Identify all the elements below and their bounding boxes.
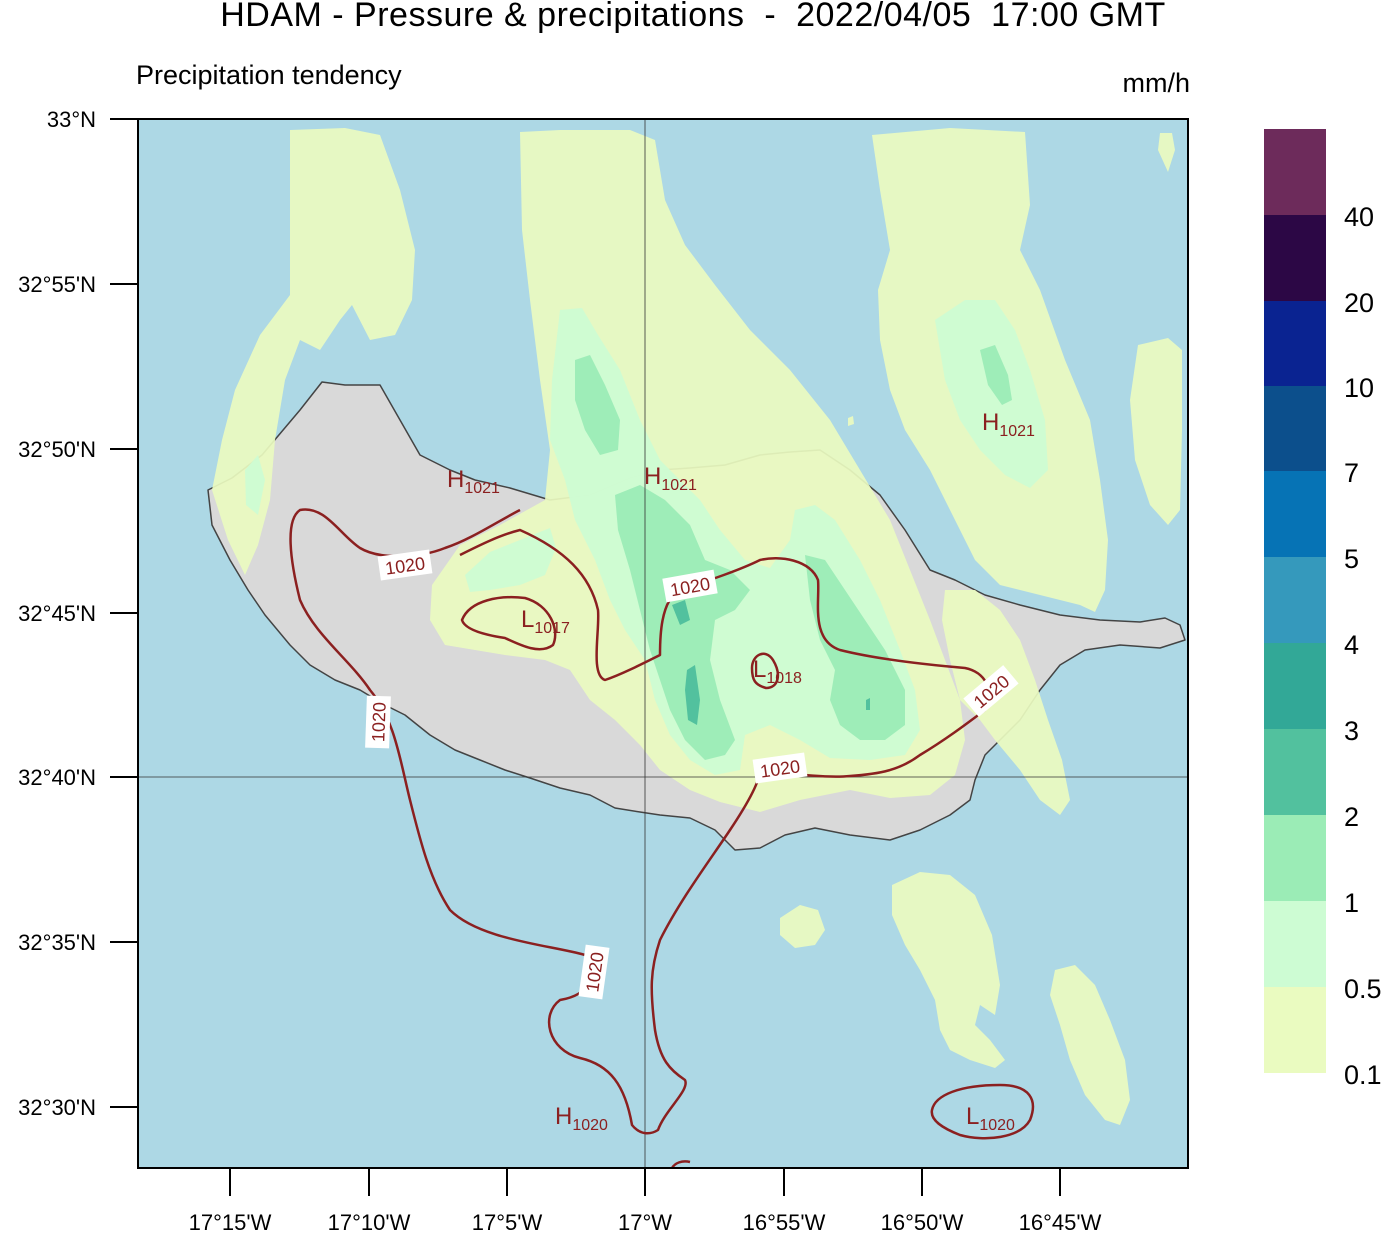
pressure-center-low-1018: L1018 [753,656,802,687]
colorbar-swatch [1264,987,1326,1073]
pressure-center-high-center: H1021 [644,463,697,494]
isobar-label-south-center: 1020 [752,752,808,784]
pressure-center-low-1017: L1017 [521,606,570,637]
colorbar-label: 4 [1344,630,1359,660]
lon-tick-label: 17°W [618,1210,672,1234]
colorbar-swatch [1264,901,1326,987]
colorbar-swatch [1264,129,1326,215]
lon-axis: 17°15'W 17°10'W 17°5'W 17°W 16°55'W 16°5… [189,1168,1102,1234]
lat-tick-label: 32°55'N [18,272,96,297]
precip-half-central [550,308,920,775]
colorbar-swatch [1264,386,1326,471]
colorbar-label: 2 [1344,802,1359,832]
precip-one-north [575,355,620,455]
precip-two-cell-c [866,698,870,710]
precip-light-speck-ne [1158,133,1175,172]
lat-tick-label: 32°40'N [18,765,96,790]
precip-light-south-blob-b [892,872,1005,1068]
colorbar-swatch [1264,643,1326,729]
map-subtitle: Precipitation tendency [136,60,402,90]
colorbar-swatch [1264,301,1326,386]
lat-tick-label: 32°45'N [18,601,96,626]
precip-light-east-strip [1130,338,1182,525]
isobar-low-1017 [460,596,557,651]
lat-tick-label: 32°30'N [18,1095,96,1120]
lon-tick-label: 16°45'W [1019,1210,1102,1234]
precip-one-north-east [980,345,1012,405]
lat-tick-label: 32°50'N [18,437,96,462]
precip-half-west-pocket [465,528,556,592]
units-label: mm/h [1122,68,1191,98]
colorbar-swatch [1264,557,1326,643]
precip-light-south-blob-a [780,905,825,948]
isobar-label-south-west: 1020 [365,695,391,749]
precip-half-areas [245,300,1048,775]
colorbar-swatch [1264,815,1326,901]
colorbar-swatch [1264,215,1326,301]
isobar-1020-center [459,528,991,778]
isobar-1020-bottom-fragment [670,1160,691,1168]
precip-one-east [805,555,905,740]
precip-two-areas [672,600,870,725]
isobar-low-1020-south [930,1083,1035,1140]
isobar-low-1018 [750,652,780,690]
colorbar-label: 10 [1344,373,1374,403]
lon-tick-label: 16°50'W [881,1210,964,1234]
pressure-center-high-north-east: H1021 [982,409,1035,440]
colorbar-label: 5 [1344,544,1359,574]
pressure-center-low-south: L1020 [966,1103,1015,1134]
lat-axis: 33°N 32°55'N 32°50'N 32°45'N 32°40'N 32°… [18,107,138,1120]
lat-tick-label: 32°35'N [18,930,96,955]
isobar-label-west: 1020 [377,549,433,581]
lon-tick-label: 17°5'W [472,1210,543,1234]
colorbar-label: 3 [1344,716,1359,746]
colorbar-label: 0.5 [1344,974,1382,1004]
map-title: HDAM - Pressure & precipitations - 2022/… [220,0,1166,34]
precip-two-cell-b [685,665,700,725]
colorbar-label: 0.1 [1344,1060,1382,1090]
precip-half-north-east [935,300,1048,488]
isobar-label-south: 1020 [578,944,610,1000]
pressure-center-high-west: H1021 [447,466,500,497]
lon-tick-label: 16°55'W [743,1210,826,1234]
colorbar-label: 40 [1344,202,1374,232]
isobar-label-center: 1020 [662,569,718,603]
precip-light-speck-mid [848,416,854,426]
colorbar: 40 20 10 7 5 4 3 2 1 0.5 0.1 [1264,129,1382,1090]
precip-two-cell-a [672,600,690,625]
lon-tick-label: 17°15'W [189,1210,272,1234]
precip-light-east-coast [942,590,1070,815]
pressure-center-high-south: H1020 [555,1103,608,1134]
lon-tick-label: 17°10'W [328,1210,411,1234]
colorbar-swatch [1264,471,1326,557]
lat-tick-label: 33°N [47,107,96,132]
svg-text:1020: 1020 [368,702,389,743]
colorbar-label: 7 [1344,458,1359,488]
colorbar-label: 1 [1344,888,1359,918]
colorbar-swatch [1264,729,1326,815]
precip-light-north-west [212,128,415,575]
precip-half-north-west-speck [245,455,265,515]
colorbar-label: 20 [1344,288,1374,318]
precip-light-south-blob-c [1050,965,1130,1125]
map-frame [137,118,1189,1169]
